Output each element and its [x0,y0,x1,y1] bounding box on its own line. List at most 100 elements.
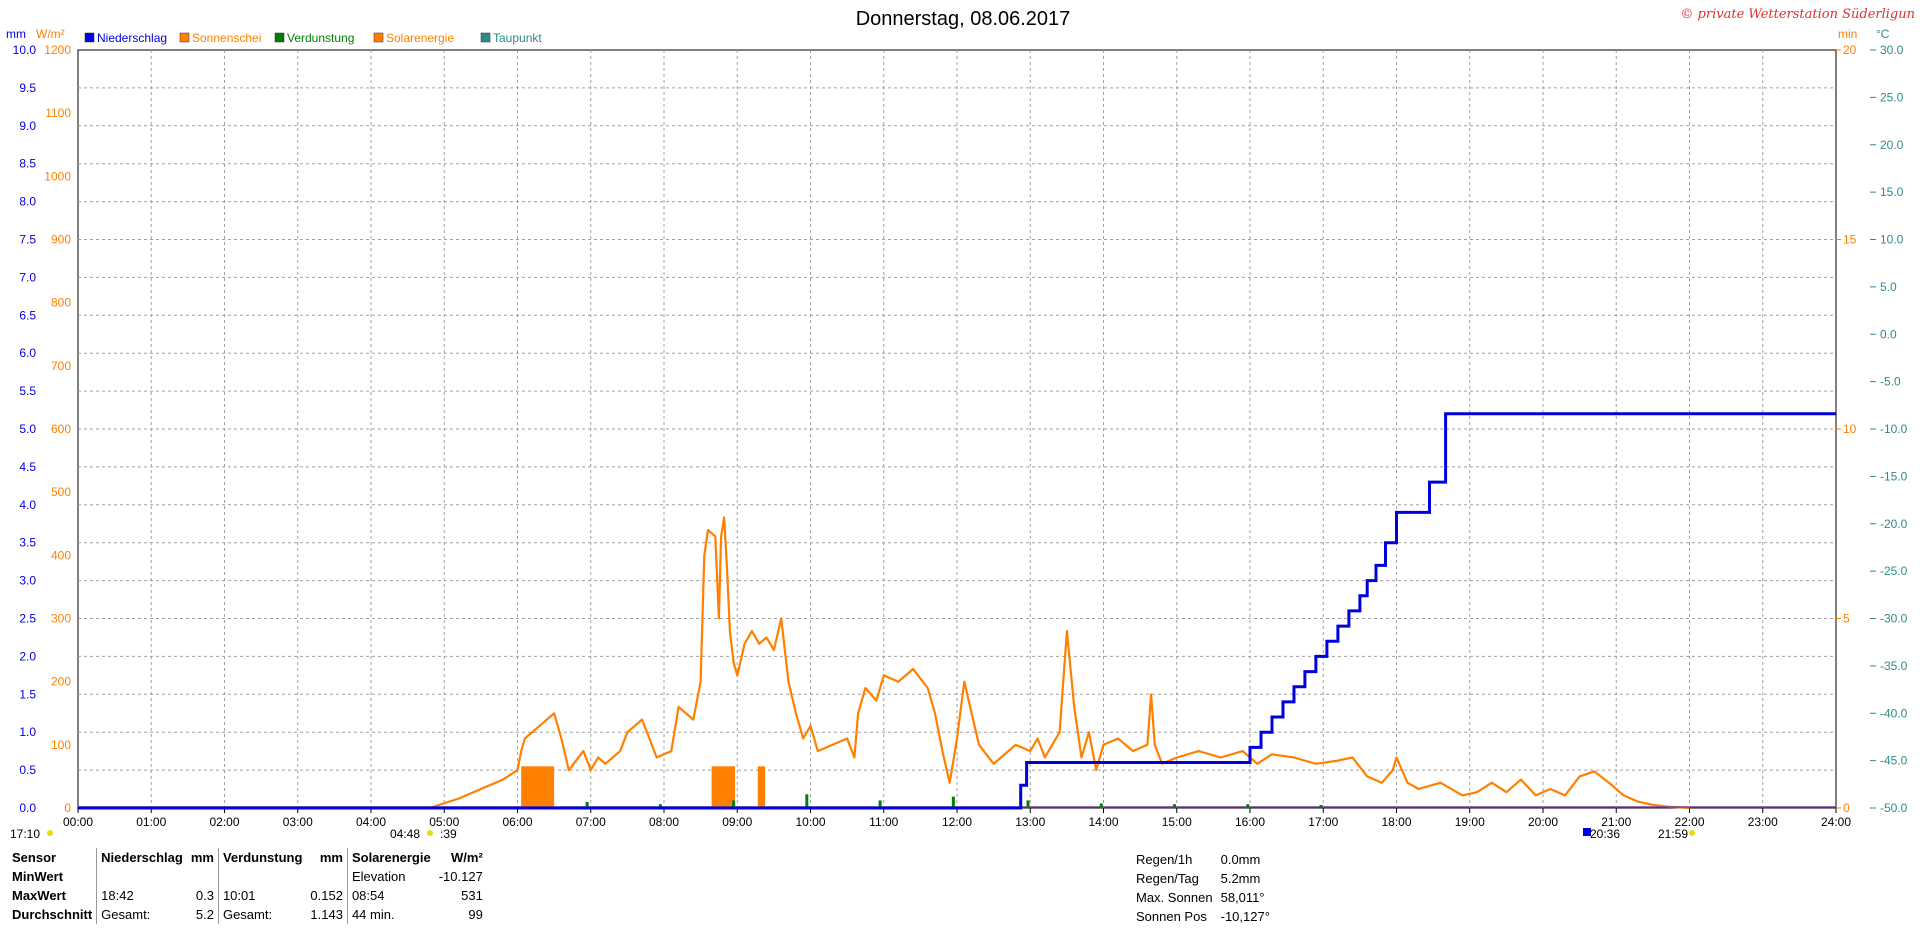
legend-label: Taupunkt [493,31,542,45]
mm-tick-label: 2.0 [19,649,36,663]
stats-cell: 10:01 [217,886,306,905]
legend-swatch [84,32,95,43]
x-tick-label: 02:00 [209,815,239,829]
wm2-tick-label: 600 [51,422,71,436]
stats-header-niederschlag: Niederschlag [96,848,187,867]
stats-header-niederschlag-unit: mm [190,850,214,865]
wm2-tick-label: 1000 [44,169,71,183]
degc-tick-label: -40.0 [1880,706,1908,720]
stats-header-solarenergie-unit: W/m² [451,850,483,865]
x-tick-label: 17:00 [1308,815,1338,829]
mm-tick-label: 5.0 [19,422,36,436]
stats-cell [187,867,218,886]
info-row: Regen/Tag 5.2mm [1132,869,1274,888]
stats-cell: 531 [461,888,483,903]
evaporation-spike [1319,804,1323,808]
evaporation-spike [805,794,809,808]
info-value: 5.2mm [1220,871,1261,886]
stats-cell: 0.152 [310,888,343,903]
evaporation-spike [878,800,882,808]
degc-tick-label: -10.0 [1880,422,1908,436]
mm-tick-label: 0.5 [19,763,36,777]
x-tick-label: 00:00 [63,815,93,829]
evaporation-spike [732,800,736,808]
x-tick-label: 21:00 [1601,815,1631,829]
stats-cell: 0.3 [195,888,214,903]
stats-header-sensor: Sensor [12,850,57,865]
wm2-tick-label: 500 [51,485,71,499]
x-tick-label: 18:00 [1381,815,1411,829]
stats-table: Sensor Niederschlag mm Verdunstung mm So… [8,848,487,924]
x-tick-label: 24:00 [1821,815,1851,829]
wm2-tick-label: 300 [51,612,71,626]
x-tick-label: 13:00 [1015,815,1045,829]
x-tick-label: 14:00 [1088,815,1118,829]
mm-tick-label: 4.0 [19,498,36,512]
legend-label: Verdunstung [287,31,354,45]
stats-cell: Elevation [346,867,435,886]
degc-unit-label: °C [1876,27,1890,41]
degc-tick-label: -25.0 [1880,564,1908,578]
x-tick-label: 05:00 [429,815,459,829]
evaporation-spike [585,801,589,808]
stats-cell: Gesamt: [217,905,306,924]
x-tick-label: 09:00 [722,815,752,829]
chart-marks [78,412,1836,810]
info-label: Regen/1h [1136,852,1193,867]
evaporation-spike [1099,803,1103,808]
info-label: Regen/Tag [1136,871,1199,886]
axes: 00:00 01:00 02:00 03:00 04:00 05:00 06:00 07:00… [6,27,1908,829]
wm2-tick-label: 1100 [45,106,71,120]
stats-row-min: MinWert Elevation -10.127 [8,867,487,886]
min-tick-label: 20 [1843,43,1857,57]
degc-tick-label: -5.0 [1880,375,1901,389]
precipitation-line [78,412,1836,810]
degc-tick-label: -35.0 [1880,659,1908,673]
stats-row-label: MinWert [12,869,64,884]
min-unit-label: min [1838,27,1857,41]
stats-cell: 18:42 [96,886,187,905]
degc-tick-label: -45.0 [1880,754,1908,768]
sunshine-bar [711,766,736,808]
stats-row-max: MaxWert 18:42 0.3 10:01 0.152 08:54 531 [8,886,487,905]
legend-swatch [179,32,190,43]
wm2-tick-label: 0 [64,801,71,815]
sun-icon [427,830,433,836]
evaporation-spike [951,796,955,808]
degc-tick-label: 20.0 [1880,138,1904,152]
min-tick-label: 15 [1843,233,1857,247]
x-tick-label: 10:00 [795,815,825,829]
time-marker-label: :39 [440,827,457,841]
sunshine-bar [757,766,766,808]
mm-tick-label: 5.5 [19,384,36,398]
degc-tick-label: 0.0 [1880,327,1897,341]
x-tick-label: 20:00 [1528,815,1558,829]
mm-unit-label: mm [6,27,26,41]
info-value: -10,127° [1220,909,1270,924]
mm-tick-label: 7.0 [19,270,36,284]
stats-cell [217,867,306,886]
stats-cell [96,867,187,886]
stats-cell: -10.127 [438,869,483,884]
stats-cell: 44 min. [346,905,435,924]
mm-tick-label: 1.5 [19,687,36,701]
legend-label: Sonnenschei [192,31,261,45]
wm2-tick-label: 800 [51,296,71,310]
mm-tick-label: 9.0 [19,119,36,133]
evaporation-spike [1026,800,1030,808]
stats-row-label: Durchschnitt [12,907,93,922]
wm2-tick-label: 700 [51,359,71,373]
stats-cell: 99 [468,907,483,922]
stats-cell: 08:54 [346,886,435,905]
degc-tick-label: -15.0 [1880,469,1908,483]
sunshine-bar [521,766,555,808]
stats-header-solarenergie: Solarenergie [346,848,435,867]
info-label: Max. Sonnen [1136,890,1213,905]
mm-tick-label: 4.5 [19,460,36,474]
legend-swatch [480,32,491,43]
x-tick-label: 23:00 [1748,815,1778,829]
stats-header-verdunstung-unit: mm [319,850,343,865]
mm-tick-label: 1.0 [19,725,36,739]
wm2-tick-label: 900 [51,233,71,247]
